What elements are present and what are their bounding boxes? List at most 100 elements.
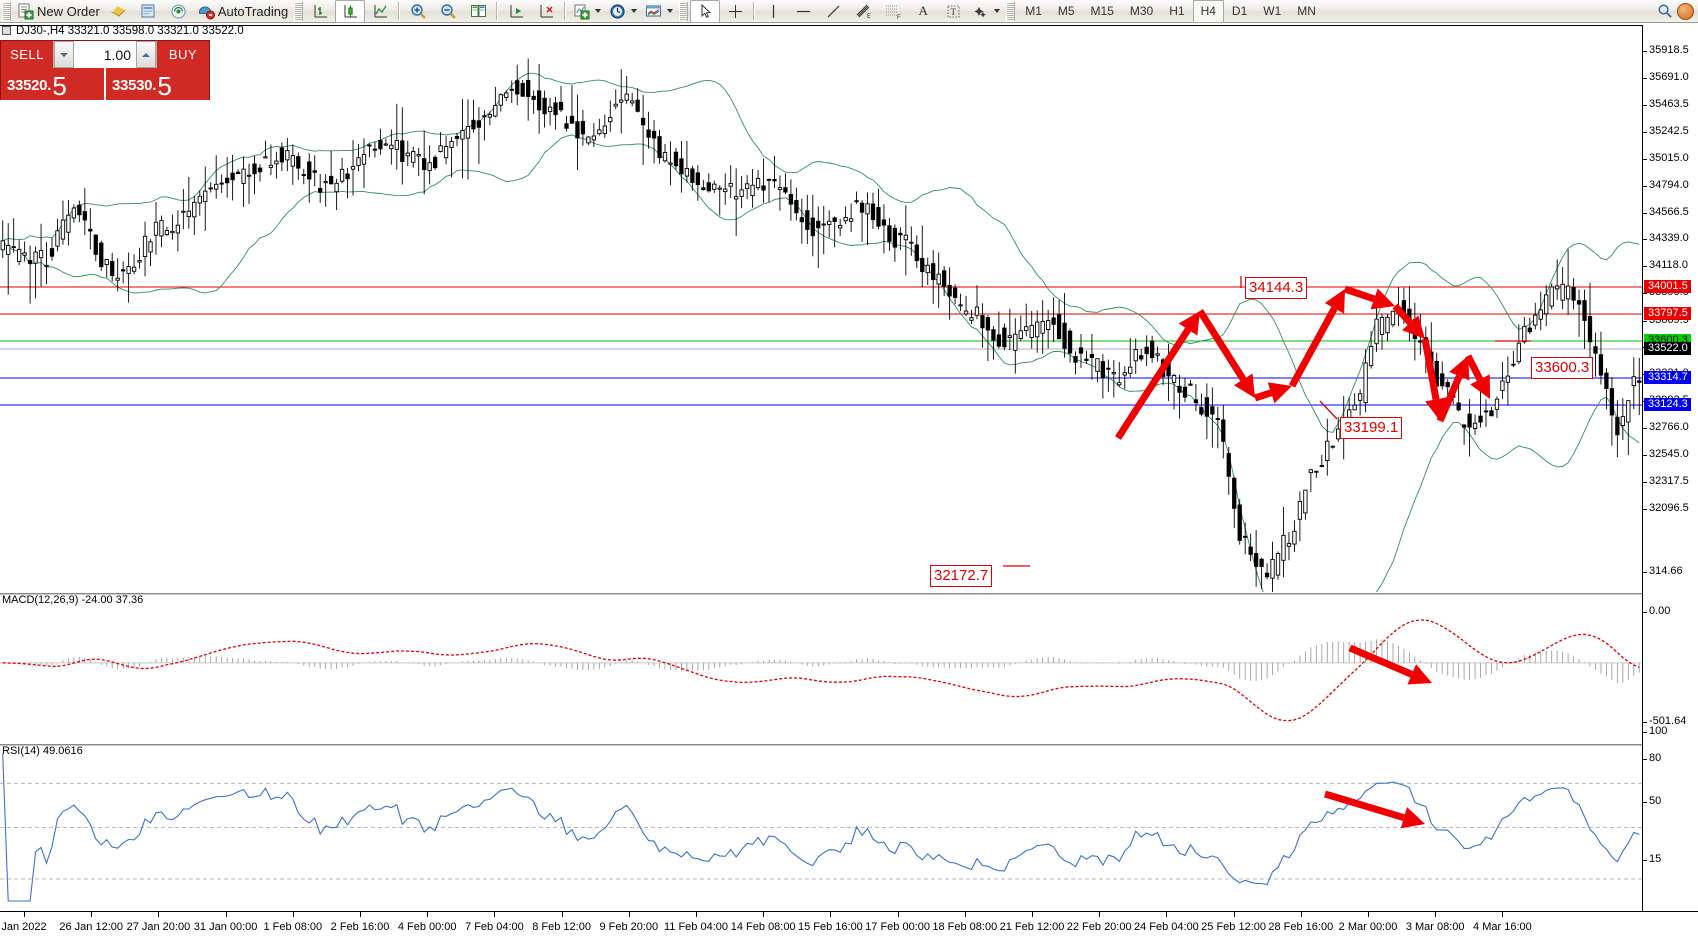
buy-price[interactable]: 33530 . 5: [104, 68, 209, 100]
time-axis[interactable]: Jan 2022 26 Jan 12:00 27 Jan 20:00 31 Jan 0…: [0, 911, 1698, 942]
expert-advisors-button[interactable]: [104, 0, 134, 23]
new-order-button[interactable]: New Order: [13, 0, 104, 23]
bar-chart-button[interactable]: [305, 0, 335, 23]
timeframe-h1[interactable]: H1: [1169, 4, 1185, 18]
candle-body: [121, 269, 126, 272]
toolbar-grip[interactable]: [2, 1, 11, 21]
macd-pane[interactable]: [0, 595, 1642, 746]
vertical-line-button[interactable]: [758, 0, 788, 23]
volume-increase-button[interactable]: [136, 41, 156, 68]
timeframe-mn[interactable]: MN: [1297, 4, 1316, 18]
line-chart-button[interactable]: [365, 0, 395, 23]
templates-button[interactable]: [641, 0, 677, 23]
time-tick: 9 Feb 20:00: [599, 921, 659, 933]
rsi-pane[interactable]: [0, 746, 1642, 911]
tile-windows-button[interactable]: [463, 0, 493, 23]
search-icon[interactable]: [1657, 3, 1673, 19]
trendline-button[interactable]: [818, 0, 848, 23]
candle-body: [394, 140, 399, 150]
candle-body: [1056, 314, 1062, 340]
cursor-button[interactable]: [690, 0, 721, 23]
rsi-tick: 100: [1643, 725, 1667, 737]
candle-body: [334, 182, 339, 193]
text-label-button[interactable]: T: [938, 0, 968, 23]
price-label-resistance-1[interactable]: 34001.5: [1644, 280, 1691, 293]
low-annotation[interactable]: 32172.7: [930, 565, 993, 587]
crosshair-button[interactable]: [720, 0, 750, 23]
candle-body: [1544, 294, 1549, 315]
period-button[interactable]: [605, 0, 641, 23]
timeframe-d1[interactable]: D1: [1231, 4, 1248, 18]
candle-body: [624, 93, 629, 101]
volume-stepper[interactable]: 1.00: [53, 41, 157, 68]
add-indicator-button[interactable]: [569, 0, 605, 23]
candle-body: [690, 168, 695, 183]
timeframe-m5[interactable]: M5: [1057, 4, 1075, 18]
signals-button[interactable]: [164, 0, 194, 23]
svg-text:F: F: [897, 15, 901, 20]
price-label-support-1[interactable]: 33314.7: [1644, 371, 1691, 384]
candle-body: [761, 185, 766, 191]
toolbar-grip-4[interactable]: [1006, 1, 1016, 21]
one-click-trading-panel[interactable]: SELL 1.00 BUY 33520 . 5 33530 . 5: [0, 40, 210, 100]
data-window-button[interactable]: [134, 0, 164, 23]
volume-decrease-button[interactable]: [54, 41, 74, 68]
target-annotation[interactable]: 33600.3: [1531, 357, 1594, 379]
sell-price[interactable]: 33520 . 5: [1, 68, 104, 100]
timeframe-w1[interactable]: W1: [1263, 4, 1282, 18]
horizontal-line-button[interactable]: [788, 0, 818, 23]
candle-body: [794, 200, 799, 214]
price-label-support-2[interactable]: 33124.3: [1644, 398, 1691, 411]
price-label-resistance-2[interactable]: 33797.5: [1644, 307, 1691, 320]
chart-close-icon[interactable]: [2, 26, 11, 35]
pane-divider-2[interactable]: [0, 743, 1642, 748]
pane-divider-1[interactable]: [0, 592, 1642, 597]
templates-dropdown-arrow[interactable]: [667, 9, 674, 13]
period-dropdown-arrow[interactable]: [631, 9, 638, 13]
candle-body: [49, 248, 55, 257]
toolbar-grip-3[interactable]: [679, 1, 689, 21]
timeframe-h4[interactable]: H4: [1192, 0, 1224, 23]
analysis-arrow-4: [1343, 285, 1376, 303]
price-axis[interactable]: 35918.5 35691.0 35463.5 35242.5 35015.0 34794…: [1642, 25, 1698, 911]
shapes-button[interactable]: [968, 0, 1004, 23]
timeframe-m1[interactable]: M1: [1025, 4, 1042, 18]
timeframe-m15[interactable]: M15: [1090, 4, 1114, 18]
bollinger-band-upper: [2, 72, 1640, 433]
add-indicator-dropdown-arrow[interactable]: [595, 9, 602, 13]
macd-canvas[interactable]: [0, 595, 1642, 746]
status-indicator-icon[interactable]: [1677, 2, 1694, 20]
candle-body: [903, 234, 908, 241]
buy-button[interactable]: BUY: [157, 41, 209, 68]
timeframe-m30[interactable]: M30: [1129, 4, 1154, 18]
chart-shift-button[interactable]: [501, 0, 531, 23]
candlestick-chart-button[interactable]: [335, 0, 366, 23]
high-annotation[interactable]: 34144.3: [1245, 277, 1308, 299]
price-label-current-price[interactable]: 33522.0: [1644, 342, 1691, 355]
candle-body: [148, 241, 153, 253]
equidistant-channel-button[interactable]: E: [848, 0, 878, 23]
main-chart-canvas[interactable]: [0, 26, 1642, 595]
candle-body: [449, 141, 454, 148]
fibonacci-button[interactable]: F: [878, 0, 908, 23]
candle-body: [679, 158, 684, 175]
main-chart-pane[interactable]: [0, 25, 1642, 595]
zoom-in-button[interactable]: [403, 0, 433, 23]
candle-body: [1565, 285, 1571, 300]
autotrading-button[interactable]: AutoTrading: [194, 0, 292, 23]
candle-body: [296, 156, 301, 169]
zoom-out-button[interactable]: [433, 0, 463, 23]
candle-body: [241, 168, 246, 185]
shapes-dropdown-arrow[interactable]: [994, 9, 1001, 13]
toolbar-grip-2[interactable]: [294, 1, 304, 21]
volume-input[interactable]: 1.00: [74, 41, 136, 68]
text-button[interactable]: A: [908, 0, 938, 23]
macd-tick: 0.00: [1643, 605, 1670, 617]
data-window-icon: [141, 4, 155, 17]
candle-body: [1171, 374, 1177, 383]
pullback-annotation[interactable]: 33199.1: [1340, 417, 1403, 439]
rsi-canvas[interactable]: [0, 746, 1642, 911]
sell-button[interactable]: SELL: [1, 41, 53, 68]
sell-price-dot: .: [47, 77, 52, 94]
auto-scroll-button[interactable]: [531, 0, 561, 23]
